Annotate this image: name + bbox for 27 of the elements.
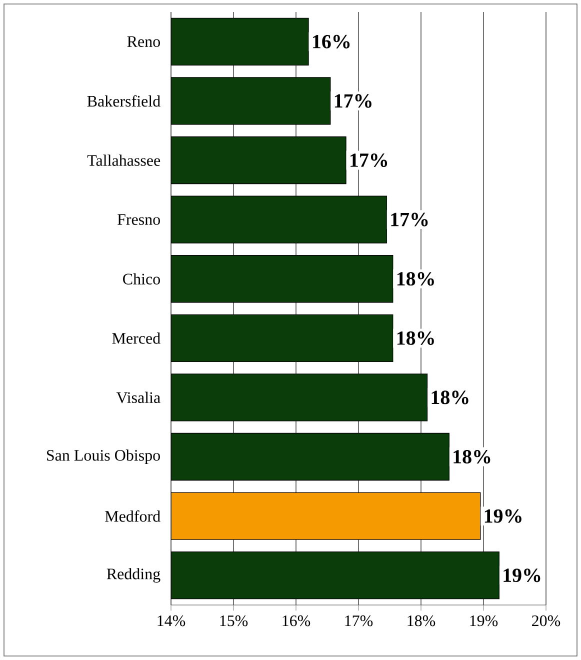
y-tick-label: Chico — [123, 273, 160, 284]
x-tick-label: 20% — [532, 615, 560, 626]
x-tick-label: 19% — [470, 615, 498, 626]
data-label: 16% — [313, 34, 350, 48]
data-label: 17% — [350, 153, 388, 168]
data-label: 18% — [397, 272, 434, 286]
data-label: 19% — [484, 509, 522, 523]
x-tick-label: 16% — [282, 615, 310, 626]
y-tick-label: Merced — [112, 332, 160, 344]
data-label: 17% — [391, 212, 428, 226]
data-label: 18% — [397, 331, 434, 345]
x-tick-label: 18% — [408, 615, 436, 626]
y-tick-label: Visalia — [116, 392, 160, 404]
data-label: 18% — [454, 450, 490, 464]
data-label: 19% — [504, 568, 540, 582]
y-tick-label: Reno — [127, 36, 160, 47]
y-tick-label: Fresno — [118, 214, 160, 225]
y-tick-label: Bakersfield — [87, 95, 160, 107]
y-tick-label: Medford — [105, 510, 160, 522]
y-tick-label: Redding — [106, 568, 160, 583]
x-tick-label: 15% — [220, 615, 248, 626]
x-tick-label: 17% — [345, 615, 373, 626]
y-tick-label: San Louis Obispo — [46, 449, 160, 464]
data-label: 18% — [432, 390, 468, 404]
y-tick-label: Tallahassee — [87, 154, 160, 166]
x-tick-label: 14% — [158, 615, 186, 626]
data-label: 17% — [334, 94, 372, 108]
